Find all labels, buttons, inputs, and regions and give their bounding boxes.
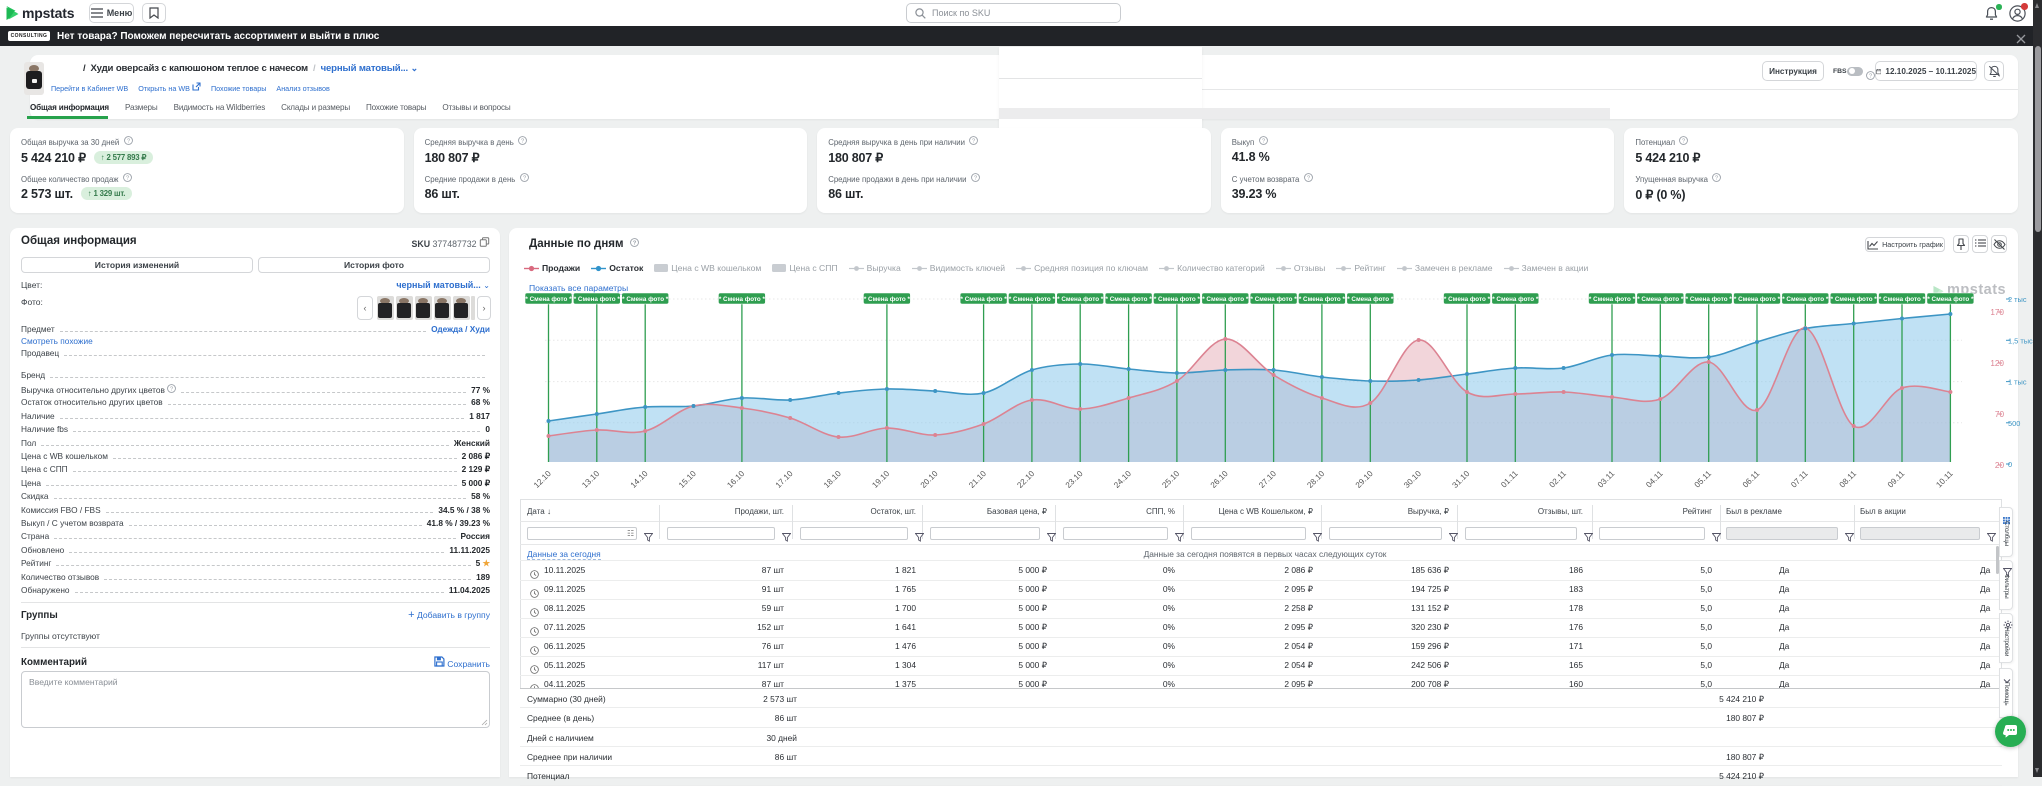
svg-text:* Смена фото *: * Смена фото * [1879, 296, 1926, 303]
svg-text:2 тыс: 2 тыс [2008, 295, 2027, 304]
svg-text:* Смена фото *: * Смена фото * [1637, 296, 1684, 303]
svg-text:* Смена фото *: * Смена фото * [1106, 296, 1153, 303]
svg-text:27.10: 27.10 [1257, 469, 1278, 488]
svg-text:* Смена фото *: * Смена фото * [1734, 296, 1781, 303]
svg-text:?: ? [523, 175, 527, 181]
svg-text:?: ? [1682, 138, 1686, 144]
svg-text:* Смена фото *: * Смена фото * [864, 296, 911, 303]
svg-text:* Смена фото *: * Смена фото * [1202, 296, 1249, 303]
svg-text:* Смена фото *: * Смена фото * [719, 296, 766, 303]
svg-text:01.11: 01.11 [1499, 469, 1520, 488]
svg-text:30.10: 30.10 [1402, 469, 1423, 488]
svg-text:21.10: 21.10 [967, 469, 988, 488]
svg-text:500: 500 [2008, 419, 2020, 428]
svg-text:18.10: 18.10 [822, 469, 843, 488]
svg-text:23.10: 23.10 [1064, 469, 1085, 488]
svg-text:?: ? [521, 138, 525, 144]
svg-text:06.11: 06.11 [1741, 469, 1762, 488]
svg-text:* Смена фото *: * Смена фото * [1444, 296, 1491, 303]
svg-text:* Смена фото *: * Смена фото * [1347, 296, 1394, 303]
svg-text:* Смена фото *: * Смена фото * [1299, 296, 1346, 303]
svg-text:* Смена фото *: * Смена фото * [1686, 296, 1733, 303]
svg-text:* Смена фото *: * Смена фото * [1057, 296, 1104, 303]
svg-text:13.10: 13.10 [580, 469, 601, 488]
svg-text:22.10: 22.10 [1015, 469, 1036, 488]
svg-text:?: ? [974, 175, 978, 181]
svg-text:0: 0 [2008, 460, 2012, 469]
svg-text:1,5 тыс: 1,5 тыс [2008, 336, 2033, 345]
svg-text:05.11: 05.11 [1693, 469, 1714, 488]
svg-text:120: 120 [1990, 359, 2004, 368]
svg-text:* Смена фото *: * Смена фото * [525, 296, 572, 303]
svg-text:?: ? [126, 175, 130, 181]
svg-text:?: ? [1869, 73, 1873, 79]
svg-text:04.11: 04.11 [1644, 469, 1665, 488]
svg-text:* Смена фото *: * Смена фото * [1589, 296, 1636, 303]
svg-text:15.10: 15.10 [677, 469, 698, 488]
svg-text:17.10: 17.10 [774, 469, 795, 488]
svg-text:?: ? [1715, 175, 1719, 181]
svg-text:* Смена фото *: * Смена фото * [622, 296, 669, 303]
svg-text:14.10: 14.10 [629, 469, 650, 488]
svg-text:19.10: 19.10 [870, 469, 891, 488]
svg-text:24.10: 24.10 [1112, 469, 1133, 488]
svg-text:03.11: 03.11 [1596, 469, 1617, 488]
svg-text:?: ? [1261, 138, 1265, 144]
svg-text:02.11: 02.11 [1548, 469, 1569, 488]
svg-text:?: ? [126, 138, 130, 144]
svg-text:?: ? [633, 240, 637, 246]
svg-text:170: 170 [1990, 308, 2004, 317]
svg-text:* Смена фото *: * Смена фото * [961, 296, 1008, 303]
svg-text:?: ? [170, 386, 174, 392]
svg-text:10.11: 10.11 [1934, 469, 1955, 488]
svg-text:* Смена фото *: * Смена фото * [1009, 296, 1056, 303]
svg-text:?: ? [972, 138, 976, 144]
svg-text:1 тыс: 1 тыс [2008, 378, 2027, 387]
svg-text:31.10: 31.10 [1451, 469, 1472, 488]
svg-text:* Смена фото *: * Смена фото * [1492, 296, 1539, 303]
svg-text:* Смена фото *: * Смена фото * [1782, 296, 1829, 303]
svg-text:25.10: 25.10 [1160, 469, 1181, 488]
svg-text:16.10: 16.10 [725, 469, 746, 488]
svg-text:20.10: 20.10 [919, 469, 940, 488]
svg-text:29.10: 29.10 [1354, 469, 1375, 488]
svg-text:?: ? [1307, 175, 1311, 181]
svg-text:12.10: 12.10 [532, 469, 553, 488]
svg-text:08.11: 08.11 [1838, 469, 1859, 488]
svg-text:* Смена фото *: * Смена фото * [1251, 296, 1298, 303]
svg-text:09.11: 09.11 [1886, 469, 1907, 488]
svg-text:26.10: 26.10 [1209, 469, 1230, 488]
svg-text:* Смена фото *: * Смена фото * [1154, 296, 1201, 303]
svg-text:28.10: 28.10 [1305, 469, 1326, 488]
svg-text:* Смена фото *: * Смена фото * [1831, 296, 1878, 303]
svg-text:* Смена фото *: * Смена фото * [574, 296, 621, 303]
svg-text:* Смена фото *: * Смена фото * [1927, 296, 1974, 303]
svg-text:07.11: 07.11 [1789, 469, 1810, 488]
